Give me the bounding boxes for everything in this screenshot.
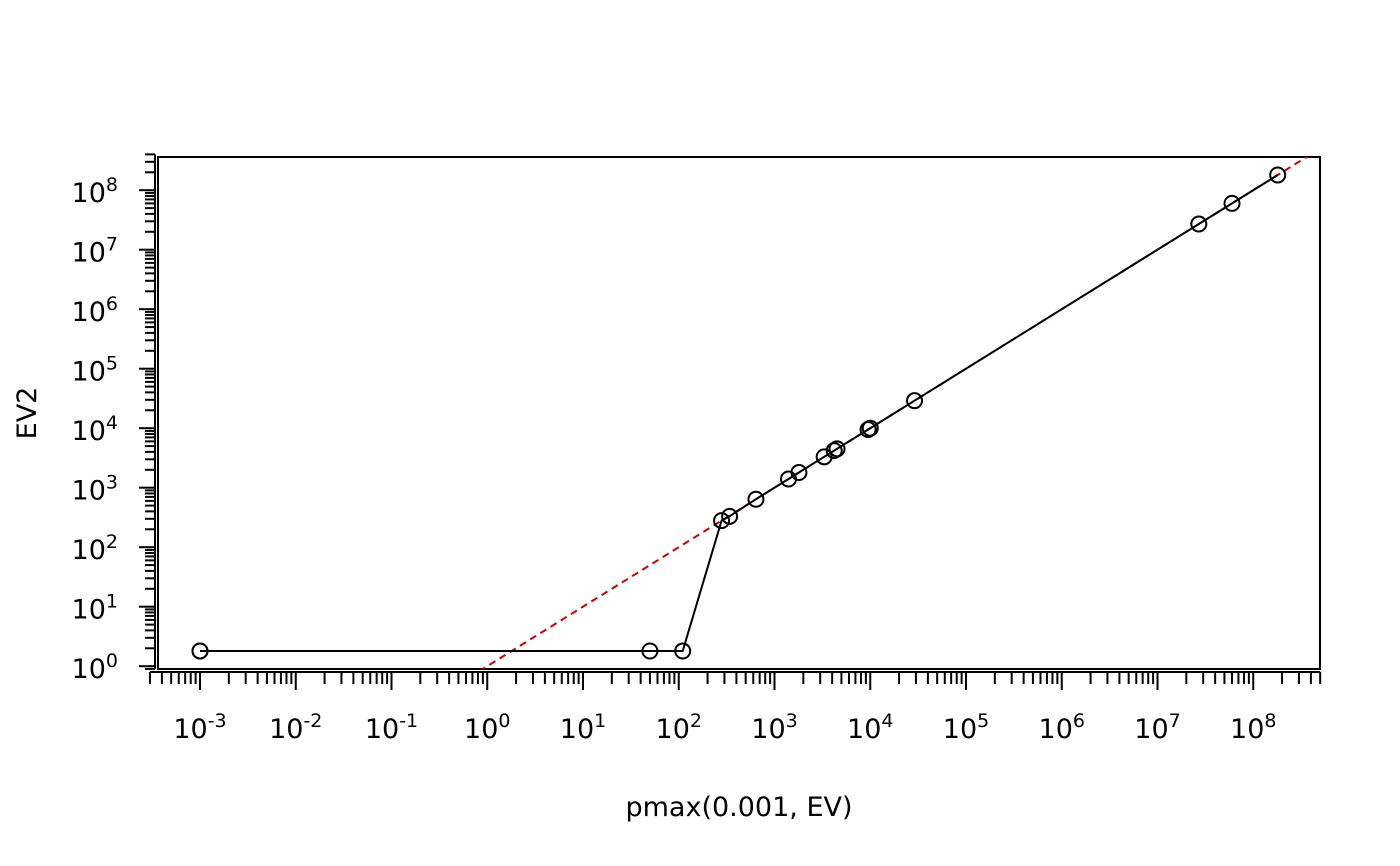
x-axis: 10-3 10-2 10-1 100 101 102 103 104 105 106 107 108 (148, 671, 1322, 745)
x-axis-title: pmax(0.001, EV) (625, 792, 852, 823)
data-point (713, 512, 731, 530)
y-tick-label: 101 (72, 591, 118, 626)
x-tick-label: 102 (656, 710, 702, 745)
x-tick-label: 10-3 (173, 710, 226, 745)
y-tick-label: 102 (72, 531, 118, 566)
plot-frame (157, 156, 1321, 670)
data-point (790, 464, 808, 482)
data-point (861, 419, 879, 437)
y-tick-label: 107 (72, 234, 118, 269)
data-point (641, 642, 659, 660)
data-point (721, 507, 739, 525)
x-tick-label: 103 (751, 710, 797, 745)
y-axis: 100 101 102 103 104 105 106 107 108 (72, 153, 156, 685)
data-point (825, 442, 843, 460)
y-tick-label: 108 (72, 174, 118, 209)
data-point (191, 642, 209, 660)
y-axis-title: EV2 (12, 387, 43, 440)
data-point (674, 642, 692, 660)
x-tick-label: 100 (464, 710, 510, 745)
x-tick-label: 107 (1134, 710, 1180, 745)
y-tick-label: 104 (72, 412, 118, 447)
reference-line (480, 157, 1309, 669)
x-tick-label: 10-2 (269, 710, 322, 745)
data-point (828, 440, 846, 458)
y-tick-label: 100 (72, 650, 118, 685)
x-tick-label: 105 (943, 710, 989, 745)
y-tick-label: 106 (72, 293, 118, 328)
x-tick-label: 101 (560, 710, 606, 745)
data-point (747, 490, 765, 508)
y-tick-label: 103 (72, 472, 118, 507)
x-tick-label: 108 (1230, 710, 1276, 745)
data-point (906, 392, 924, 410)
x-tick-label: 106 (1039, 710, 1085, 745)
x-tick-label: 10-1 (365, 710, 418, 745)
x-tick-label: 104 (847, 710, 893, 745)
data-point (1269, 166, 1287, 184)
series-line (200, 174, 1279, 652)
data-point (1223, 194, 1241, 212)
y-tick-label: 105 (72, 353, 118, 388)
data-point (1190, 215, 1208, 233)
plot-area (191, 157, 1309, 669)
